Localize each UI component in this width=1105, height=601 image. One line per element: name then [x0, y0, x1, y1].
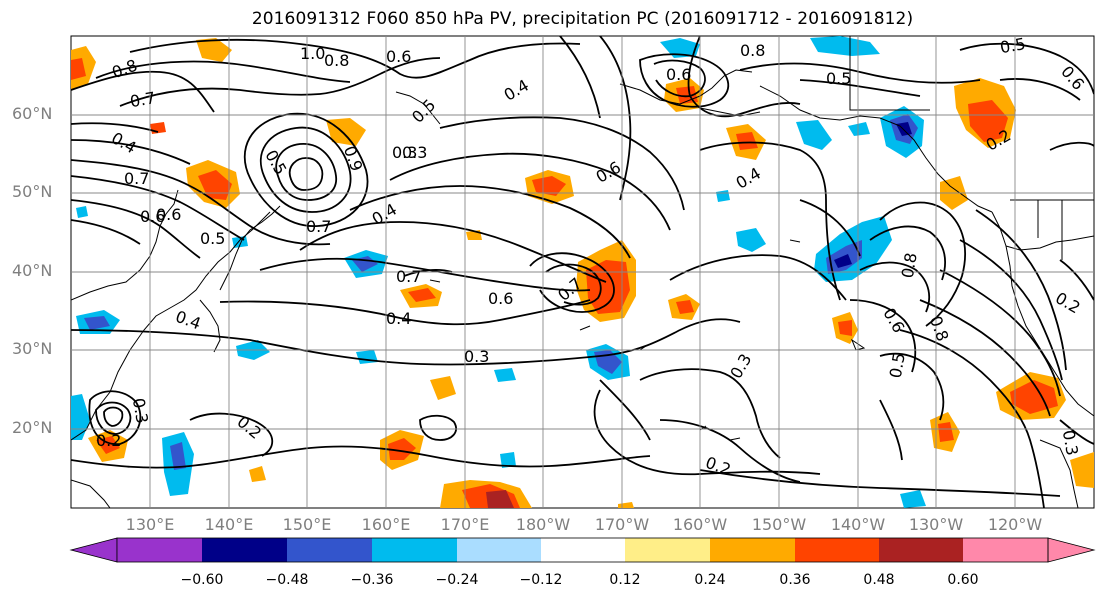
- contour-label: 0.2: [96, 431, 121, 450]
- lon-label: 180°W: [515, 515, 571, 534]
- contour-label: 0.6: [666, 65, 691, 84]
- colorbar-bin: [541, 538, 625, 562]
- lon-label: 160°E: [361, 515, 411, 534]
- lat-label: 20°N: [12, 418, 53, 437]
- contour-label: 0.6: [488, 289, 513, 308]
- lon-label: 170°E: [440, 515, 490, 534]
- lat-label: 40°N: [12, 261, 53, 280]
- colorbar-tick-label: 0.12: [609, 572, 641, 588]
- colorbar-bin: [963, 538, 1048, 562]
- pv-contours: [71, 36, 1094, 508]
- colorbar-extend-max: [1047, 537, 1096, 563]
- colorbar-bin: [710, 538, 795, 562]
- contour-label: 0.3: [1059, 429, 1082, 457]
- contour-label: 0.5: [200, 229, 225, 248]
- contour-label: 0.6: [386, 47, 411, 66]
- lat-label: 50°N: [12, 182, 53, 201]
- grid-lines: [71, 36, 1094, 508]
- contour-label: 1.0: [300, 44, 325, 63]
- lat-label: 30°N: [12, 339, 53, 358]
- colorbar-tick-label: 0.60: [947, 572, 979, 588]
- lon-label: 140°W: [830, 515, 886, 534]
- colorbar-bin: [879, 538, 963, 562]
- contour-label: 0.7: [306, 217, 331, 236]
- colorbar-tick-label: −0.48: [265, 572, 309, 588]
- colorbar-bin: [625, 538, 710, 562]
- colorbar-tick-label: 0.48: [863, 572, 895, 588]
- colorbar-bin: [287, 538, 372, 562]
- lon-label: 120°W: [987, 515, 1043, 534]
- contour-label: 0.8: [898, 251, 921, 279]
- lon-label: 140°E: [204, 515, 254, 534]
- lon-label: 150°W: [751, 515, 807, 534]
- colorbar-tick-label: 0.24: [694, 572, 726, 588]
- contour-label: 0.6: [156, 205, 181, 224]
- lon-label: 130°E: [125, 515, 175, 534]
- colorbar-bin: [372, 538, 457, 562]
- contour-label: 0.3: [402, 143, 427, 162]
- contour-label: 0.7: [124, 169, 149, 188]
- colorbar-tick-label: −0.12: [519, 572, 563, 588]
- contour-label: 0.8: [740, 41, 765, 60]
- lon-label: 160°W: [672, 515, 728, 534]
- colorbar-extend-min: [69, 537, 118, 563]
- colorbar-bin: [457, 538, 541, 562]
- contour-label: 0.8: [324, 51, 349, 70]
- contour-label: 0.7: [129, 88, 157, 111]
- colorbar-tick-label: −0.60: [180, 572, 224, 588]
- contour-label: 0.5: [886, 351, 909, 379]
- contour-label: 0.3: [129, 397, 152, 425]
- colorbar-tick-label: −0.36: [350, 572, 394, 588]
- contour-label: 0.5: [826, 69, 851, 88]
- contour-label: 0.3: [464, 347, 489, 366]
- lon-label: 170°W: [594, 515, 650, 534]
- contour-label: 0.3: [392, 143, 417, 162]
- colorbar-bin: [202, 538, 287, 562]
- contour-label: 0.5: [999, 34, 1027, 57]
- colorbar-bin: [117, 538, 202, 562]
- colorbar: [69, 537, 1096, 563]
- map-title: 2016091312 F060 850 hPa PV, precipitatio…: [251, 9, 914, 29]
- colorbar-tick-label: 0.36: [779, 572, 811, 588]
- lon-label: 150°E: [282, 515, 332, 534]
- contour-label: 0.4: [386, 309, 411, 328]
- contour-label: 0.7: [396, 267, 421, 286]
- lon-label: 130°W: [908, 515, 964, 534]
- colorbar-tick-label: −0.24: [435, 572, 479, 588]
- lat-label: 60°N: [12, 104, 53, 123]
- colorbar-outline: [116, 537, 1049, 563]
- contour-label: 0.6: [140, 207, 165, 226]
- colorbar-bin: [795, 538, 879, 562]
